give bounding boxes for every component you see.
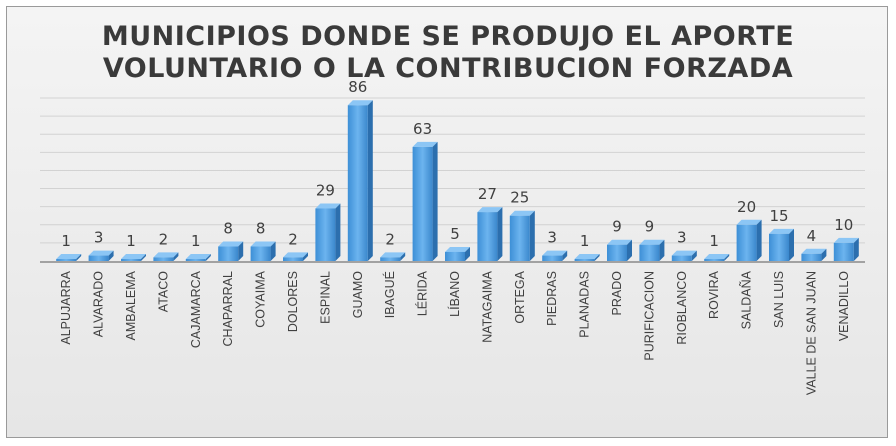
category-label: SAN LUIS bbox=[772, 271, 786, 328]
bar bbox=[185, 254, 211, 261]
data-label: 25 bbox=[510, 189, 529, 207]
chart-title: MUNICIPIOS DONDE SE PRODUJO EL APORTE VO… bbox=[7, 21, 889, 85]
bar bbox=[769, 228, 794, 261]
category-label: CAJAMARCA bbox=[189, 270, 203, 348]
data-label: 1 bbox=[126, 232, 136, 250]
bar bbox=[477, 207, 503, 261]
category-label: ROVIRA bbox=[707, 270, 721, 319]
data-label: 3 bbox=[677, 229, 687, 247]
bar bbox=[574, 254, 600, 261]
bar bbox=[509, 210, 535, 261]
data-label: 1 bbox=[580, 232, 590, 250]
bar bbox=[88, 250, 114, 261]
data-label: 1 bbox=[61, 232, 71, 250]
bar bbox=[153, 252, 179, 261]
bar bbox=[315, 203, 341, 261]
data-label: 15 bbox=[769, 207, 788, 225]
category-label: DOLORES bbox=[286, 271, 300, 332]
data-label: 2 bbox=[159, 230, 169, 248]
data-label: 2 bbox=[288, 230, 298, 248]
data-labels: 1 3 1 2 1 8 8 2 29 86 2 63 5 27 25 3 1 9 9 3 1 20 15 4 10 bbox=[61, 78, 853, 250]
category-label: ORTEGA bbox=[513, 270, 527, 323]
category-label: VENADILLO bbox=[837, 271, 851, 341]
category-labels: ALPUJARRA ALVARADO AMBALEMA ATACO CAJAMARCA C… bbox=[59, 270, 851, 395]
category-label: AMBALEMA bbox=[124, 270, 138, 340]
data-label: 4 bbox=[807, 227, 817, 245]
bar bbox=[218, 241, 244, 261]
category-label: ATACO bbox=[156, 271, 170, 312]
data-label: 9 bbox=[612, 218, 622, 236]
category-label: ESPINAL bbox=[318, 271, 332, 324]
data-label: 8 bbox=[256, 220, 266, 238]
category-label: ALPUJARRA bbox=[59, 270, 73, 344]
bar bbox=[445, 246, 470, 261]
category-label: GUAMO bbox=[351, 271, 365, 319]
data-label: 86 bbox=[348, 78, 367, 96]
category-label: SALDAÑA bbox=[740, 270, 754, 329]
data-label: 8 bbox=[223, 220, 233, 238]
data-label: 10 bbox=[834, 216, 853, 234]
category-label: PIEDRAS bbox=[545, 271, 559, 326]
gridlines bbox=[40, 97, 865, 263]
data-label: 1 bbox=[191, 232, 201, 250]
data-label: 3 bbox=[94, 229, 104, 247]
chart-title-line-2: VOLUNTARIO O LA CONTRIBUCION FORZADA bbox=[102, 53, 794, 84]
bar bbox=[283, 252, 308, 261]
data-label: 1 bbox=[709, 232, 719, 250]
category-label: LÉRIDA bbox=[415, 270, 430, 316]
bar bbox=[56, 254, 82, 261]
bar bbox=[833, 237, 859, 261]
data-label: 9 bbox=[645, 218, 655, 236]
data-label: 63 bbox=[413, 120, 432, 138]
category-label: LÍBANO bbox=[447, 271, 462, 317]
category-label: ALVARADO bbox=[92, 271, 106, 338]
bar bbox=[639, 239, 665, 261]
category-label: PRADO bbox=[610, 271, 624, 316]
category-label: PURIFICACION bbox=[642, 271, 656, 361]
category-label: NATAGAIMA bbox=[480, 270, 494, 342]
category-label: COYAIMA bbox=[254, 270, 268, 327]
bars bbox=[56, 100, 859, 261]
category-label: VALLE DE SAN JUAN bbox=[804, 271, 818, 395]
bar bbox=[736, 219, 762, 261]
bar bbox=[704, 254, 730, 261]
category-label: IBAGUÉ bbox=[382, 271, 397, 318]
bar bbox=[607, 239, 632, 261]
data-label: 29 bbox=[316, 181, 335, 199]
bar bbox=[542, 250, 568, 261]
category-label: PLANADAS bbox=[578, 271, 592, 338]
bar bbox=[380, 252, 406, 261]
data-label: 27 bbox=[478, 185, 497, 203]
data-label: 20 bbox=[737, 198, 756, 216]
bar bbox=[121, 254, 146, 261]
bar bbox=[250, 241, 276, 261]
category-label: RIOBLANCO bbox=[675, 271, 689, 345]
bar bbox=[671, 250, 697, 261]
category-label: CHAPARRAL bbox=[221, 271, 235, 347]
bar bbox=[412, 141, 438, 261]
chart-title-line-1: MUNICIPIOS DONDE SE PRODUJO EL APORTE bbox=[101, 21, 795, 52]
bar bbox=[801, 248, 827, 261]
bar bbox=[347, 100, 373, 261]
data-label: 5 bbox=[450, 225, 460, 243]
data-label: 2 bbox=[385, 230, 395, 248]
data-label: 3 bbox=[547, 229, 557, 247]
